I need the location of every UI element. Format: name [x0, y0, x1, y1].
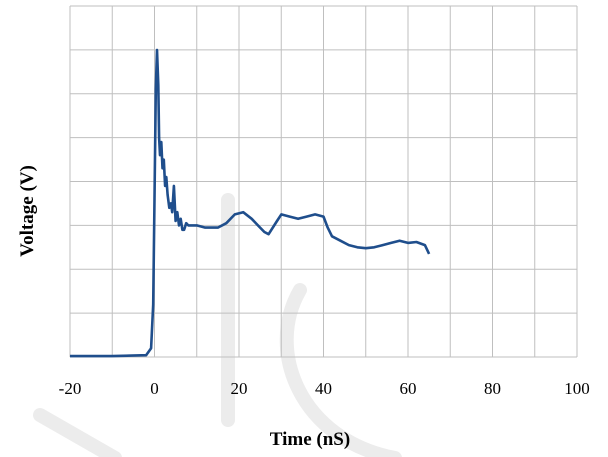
- plot-grid: [69, 5, 578, 358]
- y-axis-title: Voltage (V): [17, 165, 38, 257]
- watermark-graphic: [33, 193, 402, 457]
- x-axis-ticks: -20 0 20 40 60 80 100: [59, 379, 590, 398]
- x-axis-title: Time (nS): [270, 429, 350, 450]
- watermark-stroke: [33, 408, 122, 457]
- watermark-stroke: [279, 283, 402, 457]
- x-tick-label: 60: [400, 379, 417, 398]
- x-tick-label: 40: [315, 379, 332, 398]
- x-tick-label: 80: [484, 379, 501, 398]
- series-layer: [70, 48, 431, 358]
- x-tick-label: 100: [564, 379, 590, 398]
- x-tick-label: -20: [59, 379, 82, 398]
- x-tick-label: 0: [150, 379, 159, 398]
- x-tick-label: 20: [231, 379, 248, 398]
- series-line: [70, 48, 431, 358]
